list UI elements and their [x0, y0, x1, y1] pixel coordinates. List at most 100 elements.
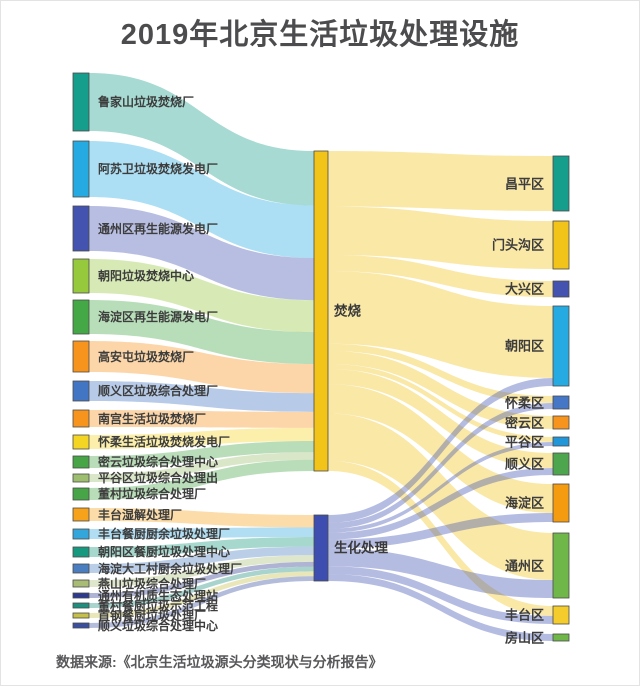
flow-M1-R5 — [328, 343, 553, 403]
node-R4 — [552, 305, 570, 387]
flow-M2-R10 — [328, 548, 553, 598]
node-L2 — [72, 140, 90, 198]
flow-M2-R4 — [328, 378, 553, 523]
process-label: 生化处理 — [334, 540, 388, 556]
flow-L19-M2 — [89, 566, 314, 608]
flow-L16-M2 — [89, 546, 314, 573]
node-L10 — [72, 455, 90, 469]
flow-L3-M1 — [89, 206, 314, 301]
node-L13 — [72, 507, 90, 522]
facility-label: 顺义垃圾综合处理中心 — [98, 618, 219, 633]
flow-M1-R6 — [328, 350, 553, 429]
node-L1 — [72, 72, 90, 132]
district-label: 昌平区 — [504, 176, 544, 191]
node-R2 — [552, 220, 570, 270]
district-label: 大兴区 — [504, 281, 544, 297]
facility-label: 高安屯垃圾焚烧厂 — [98, 349, 195, 364]
node-R9 — [552, 483, 570, 523]
node-L4 — [72, 258, 90, 294]
flow-L10-M1 — [89, 440, 314, 468]
node-R6 — [552, 415, 570, 430]
node-L7 — [72, 380, 90, 402]
node-L3 — [72, 205, 90, 252]
flow-L9-M1 — [89, 427, 314, 449]
flow-L11-M1 — [89, 452, 314, 482]
facility-label: 怀柔生活垃圾焚烧发电厂 — [98, 435, 231, 449]
flow-L18-M2 — [89, 561, 314, 598]
district-label: 平谷区 — [504, 434, 544, 449]
flow-M1-R10 — [328, 413, 553, 580]
facility-label: 阿苏卫垃圾焚烧发电厂 — [98, 162, 219, 176]
district-label: 通州区 — [504, 558, 544, 573]
facility-label: 董村垃圾综合处理厂 — [98, 487, 207, 501]
node-L8 — [72, 409, 90, 428]
node-L18 — [72, 592, 90, 599]
facility-label: 董村餐厨垃圾示范工程 — [98, 598, 219, 613]
node-L14 — [72, 528, 90, 540]
flow-M1-R1 — [328, 151, 553, 211]
facility-label: 南宫生活垃圾焚烧厂 — [98, 411, 207, 426]
flow-L2-M1 — [89, 141, 314, 258]
flow-L8-M1 — [89, 410, 314, 428]
facility-label: 顺义区垃圾综合处理厂 — [98, 384, 219, 398]
node-L16 — [72, 563, 90, 574]
flow-M2-R11 — [328, 566, 553, 624]
node-L6 — [72, 340, 90, 373]
flow-L4-M1 — [89, 259, 314, 333]
district-label: 丰台区 — [504, 607, 544, 623]
facility-label: 通州有机质生态处理站 — [98, 588, 219, 603]
node-M2 — [313, 514, 329, 582]
facility-label: 密云垃圾综合处理中心 — [98, 455, 219, 469]
district-label: 门头沟区 — [491, 237, 544, 253]
node-L17 — [72, 579, 90, 588]
facility-label: 平谷区垃圾综合处理出 — [98, 471, 219, 485]
flow-M1-R9 — [328, 384, 553, 513]
node-M1 — [313, 150, 329, 472]
flow-M2-R7 — [328, 442, 553, 533]
flow-M1-R8 — [328, 369, 553, 468]
facility-label: 海淀大工村厨余垃圾处理厂 — [98, 561, 243, 576]
node-R11 — [552, 605, 570, 625]
district-label: 海淀区 — [504, 495, 544, 511]
district-label: 朝阳区 — [504, 338, 544, 354]
facility-label: 丰台湿解处理厂 — [98, 507, 183, 522]
facility-label: 朝阳区餐厨垃圾处理中心 — [98, 545, 231, 559]
flow-L7-M1 — [89, 381, 314, 412]
facility-label: 首钢餐厨垃圾处理厂 — [98, 608, 207, 623]
flow-L17-M2 — [89, 555, 314, 587]
district-label: 怀柔区 — [504, 395, 544, 410]
node-R12 — [552, 633, 570, 642]
flow-L5-M1 — [89, 300, 314, 365]
node-R1 — [552, 155, 570, 212]
flow-L12-M1 — [89, 459, 314, 500]
node-L15 — [72, 546, 90, 558]
flow-L21-M2 — [89, 576, 314, 628]
flow-M2-R12 — [328, 574, 553, 641]
flow-L13-M2 — [89, 508, 314, 528]
node-R5 — [552, 395, 570, 410]
flow-M1-R3 — [328, 254, 553, 297]
district-label: 密云区 — [504, 415, 544, 430]
node-L11 — [72, 473, 90, 483]
flow-M1-R11 — [328, 460, 553, 616]
node-R3 — [552, 280, 570, 298]
flow-M2-R9 — [328, 513, 553, 549]
node-L21 — [72, 622, 90, 629]
node-R10 — [552, 532, 570, 599]
district-label: 房山区 — [504, 630, 544, 645]
node-L5 — [72, 299, 90, 335]
node-R7 — [552, 436, 570, 447]
facility-label: 朝阳垃圾焚烧中心 — [98, 269, 195, 283]
facility-label: 鲁家山垃圾焚烧厂 — [98, 95, 195, 109]
process-label: 焚烧 — [334, 303, 361, 319]
flow-L1-M1 — [89, 73, 314, 206]
district-label: 顺义区 — [504, 456, 544, 472]
flow-L6-M1 — [89, 341, 314, 394]
flow-M1-R7 — [328, 363, 553, 442]
facility-label: 通州区再生能源发电厂 — [98, 221, 219, 236]
flow-M1-R2 — [328, 206, 553, 269]
chart-title: 2019年北京生活垃圾处理设施 — [120, 19, 520, 51]
flow-M2-R5 — [328, 403, 553, 529]
